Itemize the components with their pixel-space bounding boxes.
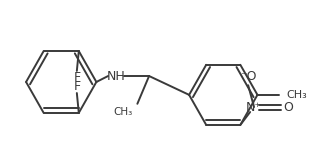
Text: N⁺: N⁺ <box>246 100 262 114</box>
Text: ⁻O: ⁻O <box>240 70 256 83</box>
Text: NH: NH <box>106 70 125 83</box>
Text: CH₃: CH₃ <box>113 107 133 117</box>
Text: F: F <box>73 71 80 84</box>
Text: CH₃: CH₃ <box>287 90 308 100</box>
Text: O: O <box>283 100 293 114</box>
Text: F: F <box>73 80 80 93</box>
